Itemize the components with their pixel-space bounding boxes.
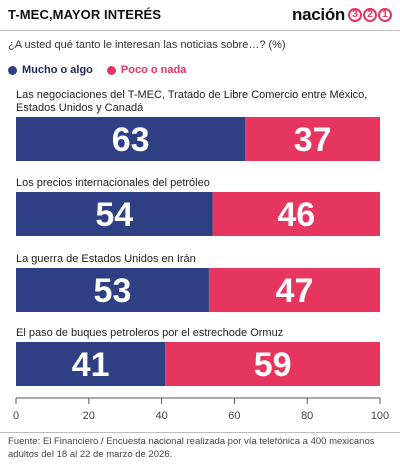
data-label-mucho-1: 63 xyxy=(112,121,150,159)
x-tick-label-20: 20 xyxy=(83,410,95,422)
brand-number-badges: 3 2 1 xyxy=(347,8,392,22)
source-note: Fuente: El Financiero / Encuesta naciona… xyxy=(8,436,375,460)
legend-item-poco: Poco o nada xyxy=(106,64,187,76)
legend-item-mucho: Mucho o algo xyxy=(8,64,93,76)
legend-swatch-poco xyxy=(106,65,116,75)
data-label-poco-3: 47 xyxy=(276,272,314,310)
chart-title: T-MEC,MAYOR INTERÉS xyxy=(8,7,162,22)
survey-question: ¿A usted qué tanto le interesan las noti… xyxy=(8,39,286,51)
category-label-4: El paso de buques petroleros por el estr… xyxy=(16,327,283,339)
brand-digit-3: 3 xyxy=(348,8,362,22)
legend-label-mucho: Mucho o algo xyxy=(22,64,93,76)
x-tick-label-0: 0 xyxy=(13,410,19,422)
header-divider xyxy=(0,30,400,31)
x-tick-label-100: 100 xyxy=(371,410,389,422)
brand-digit-1: 1 xyxy=(378,8,392,22)
data-label-mucho-2: 54 xyxy=(95,196,133,234)
header: T-MEC,MAYOR INTERÉS nación 3 2 1 xyxy=(0,0,400,30)
legend-label-poco: Poco o nada xyxy=(120,64,187,76)
footer-divider xyxy=(0,432,400,433)
bar-mucho-1 xyxy=(16,117,246,161)
category-label-1-line-1: Las negociaciones del T-MEC, Tratado de … xyxy=(16,89,367,101)
x-tick-label-60: 60 xyxy=(228,410,240,422)
category-label-2: Los precios internacionales del petróleo xyxy=(16,177,210,189)
bar-mucho-4 xyxy=(16,342,166,386)
x-tick-label-80: 80 xyxy=(301,410,313,422)
brand-wordmark: nación xyxy=(292,5,345,24)
data-label-poco-4: 59 xyxy=(254,346,292,384)
legend-swatch-mucho xyxy=(8,65,17,75)
brand-digit-2: 2 xyxy=(363,8,377,22)
bar-mucho-2 xyxy=(16,192,213,236)
bar-mucho-3 xyxy=(16,268,209,312)
bar-poco-2 xyxy=(212,192,380,236)
brand-logo: nación 3 2 1 xyxy=(292,4,392,26)
bar-poco-4 xyxy=(165,342,380,386)
data-label-mucho-4: 41 xyxy=(72,346,110,384)
legend: Mucho o algo Poco o nada xyxy=(8,64,200,76)
data-label-poco-1: 37 xyxy=(294,121,332,159)
data-label-poco-2: 46 xyxy=(277,196,315,234)
x-tick-label-40: 40 xyxy=(155,410,167,422)
category-label-3: La guerra de Estados Unidos en Irán xyxy=(16,253,196,265)
data-label-mucho-3: 53 xyxy=(94,272,132,310)
bar-poco-3 xyxy=(208,268,380,312)
bar-poco-1 xyxy=(245,117,380,161)
category-label-1-line-2: Estados Unidos y Canadá xyxy=(16,102,144,114)
stacked-bar-chart: Las negociaciones del T-MEC, Tratado de … xyxy=(13,89,389,422)
